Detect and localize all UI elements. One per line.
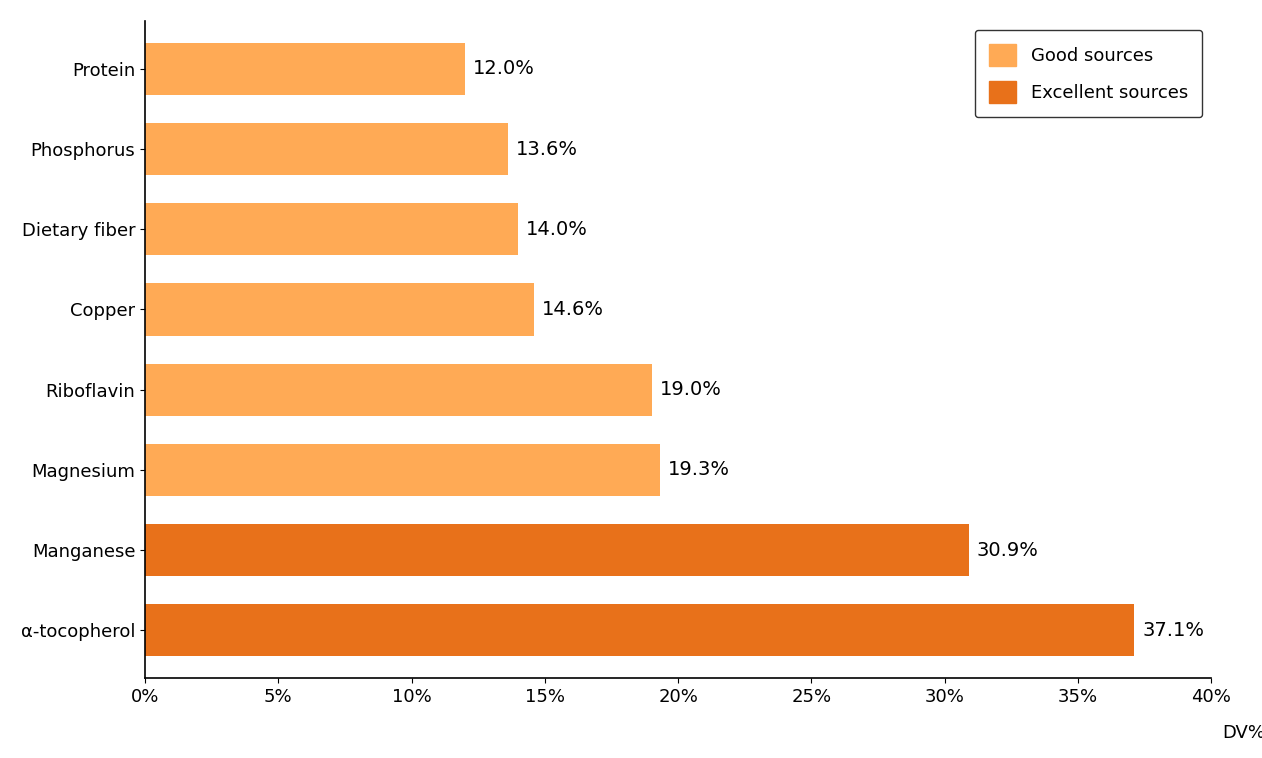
X-axis label: DV%: DV% [1222,725,1262,742]
Bar [145,443,660,496]
Text: 19.3%: 19.3% [668,460,729,479]
Text: 13.6%: 13.6% [516,139,578,158]
Text: 14.0%: 14.0% [526,220,588,239]
Bar [145,524,969,576]
Text: 14.6%: 14.6% [543,300,604,319]
Bar [145,364,651,415]
Text: 12.0%: 12.0% [473,59,535,78]
Bar [145,604,1135,656]
Bar [145,283,534,336]
Bar [145,203,519,255]
Text: 30.9%: 30.9% [977,540,1039,559]
Text: 19.0%: 19.0% [660,381,722,399]
Legend: Good sources, Excellent sources: Good sources, Excellent sources [974,30,1203,117]
Bar [145,123,507,175]
Bar [145,43,464,95]
Text: 37.1%: 37.1% [1142,621,1204,640]
